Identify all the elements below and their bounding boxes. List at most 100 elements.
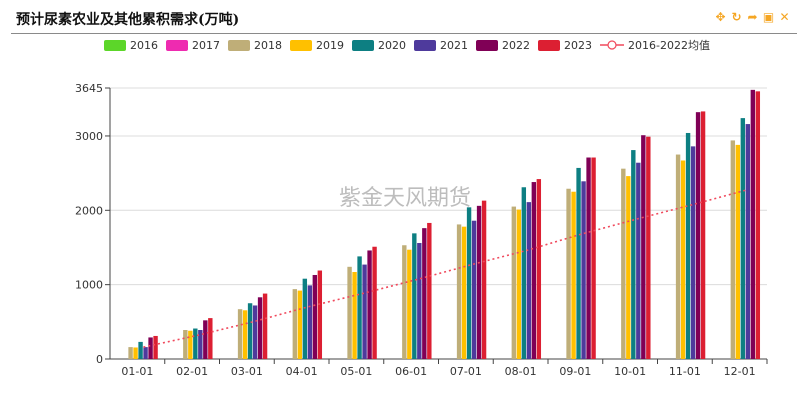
legend-label[interactable]: 2023 — [564, 39, 592, 52]
legend-swatch-2019[interactable] — [290, 40, 312, 51]
bar-2020[interactable] — [412, 233, 417, 359]
bar-2022[interactable] — [257, 297, 263, 359]
bar-2020[interactable] — [357, 256, 362, 359]
x-tick-label: 03-01 — [231, 365, 263, 378]
bar-2021[interactable] — [526, 202, 532, 359]
legend-swatch-2021[interactable] — [414, 40, 436, 51]
bar-2018[interactable] — [292, 289, 298, 359]
legend-label[interactable]: 2017 — [192, 39, 220, 52]
bar-2018[interactable] — [237, 309, 243, 359]
bar-2022[interactable] — [695, 112, 701, 359]
bar-2021[interactable] — [745, 124, 751, 359]
bar-2019[interactable] — [242, 310, 248, 359]
bar-2020[interactable] — [466, 207, 472, 359]
bar-2019[interactable] — [571, 191, 576, 359]
bar-2019[interactable] — [352, 272, 357, 359]
bar-2022[interactable] — [750, 89, 756, 360]
bar-2019[interactable] — [626, 176, 631, 359]
bar-2019[interactable] — [680, 160, 686, 359]
legend-label[interactable]: 2018 — [254, 39, 282, 52]
bar-2022[interactable] — [586, 157, 591, 359]
legend-label[interactable]: 2021 — [440, 39, 468, 52]
refresh-icon[interactable]: ↻ — [731, 10, 742, 24]
bar-2018[interactable] — [511, 206, 517, 359]
bar-2022[interactable] — [531, 182, 537, 359]
legend-swatch-2022[interactable] — [476, 40, 498, 51]
bar-2019[interactable] — [516, 209, 522, 359]
bar-2020[interactable] — [740, 118, 746, 359]
legend-swatch-2016[interactable] — [104, 40, 126, 51]
legend-swatch-2020[interactable] — [352, 40, 374, 51]
bar-2022[interactable] — [367, 250, 372, 359]
bar-2020[interactable] — [193, 328, 198, 359]
bar-2020[interactable] — [521, 187, 527, 359]
bar-2020[interactable] — [685, 132, 691, 359]
bar-2021[interactable] — [143, 347, 148, 359]
bar-2021[interactable] — [362, 264, 367, 359]
bar-2018[interactable] — [621, 168, 626, 359]
bar-2019[interactable] — [735, 144, 741, 359]
bar-2019[interactable] — [407, 249, 412, 359]
bar-2018[interactable] — [730, 140, 736, 359]
legend-label[interactable]: 2019 — [316, 39, 344, 52]
save-image-icon[interactable]: ▣ — [762, 10, 775, 24]
bar-2021[interactable] — [417, 243, 422, 359]
bar-2022[interactable] — [203, 320, 208, 359]
bar-2022[interactable] — [312, 274, 318, 359]
bar-2021[interactable] — [581, 181, 586, 359]
bar-2021[interactable] — [307, 285, 313, 359]
bar-2018[interactable] — [128, 347, 133, 359]
bar-2023[interactable] — [481, 200, 487, 359]
bar-2020[interactable] — [631, 150, 636, 359]
bar-2022[interactable] — [422, 228, 427, 359]
legend-label[interactable]: 2020 — [378, 39, 406, 52]
bar-2021[interactable] — [636, 162, 641, 359]
close-icon[interactable]: ✕ — [779, 10, 790, 24]
bar-2020[interactable] — [138, 341, 143, 359]
y-tick-label: 0 — [96, 353, 103, 366]
bar-2023[interactable] — [755, 91, 761, 360]
bar-2023[interactable] — [536, 179, 542, 359]
bar-2023[interactable] — [262, 293, 268, 359]
x-tick-label: 12-01 — [724, 365, 756, 378]
bar-2021[interactable] — [471, 220, 477, 359]
move-icon[interactable]: ✥ — [715, 10, 726, 24]
bar-2018[interactable] — [183, 330, 188, 359]
bar-2023[interactable] — [208, 318, 213, 359]
legend-label[interactable]: 2022 — [502, 39, 530, 52]
bar-2019[interactable] — [188, 330, 193, 359]
bar-2022[interactable] — [641, 135, 646, 359]
bar-2019[interactable] — [133, 347, 138, 359]
bar-2022[interactable] — [476, 205, 482, 359]
bar-2018[interactable] — [347, 266, 352, 359]
legend-swatch-2023[interactable] — [538, 40, 560, 51]
bar-2021[interactable] — [690, 146, 696, 359]
bar-2021[interactable] — [198, 330, 203, 359]
legend-label[interactable]: 2016 — [130, 39, 158, 52]
legend-swatch-2017[interactable] — [166, 40, 188, 51]
bar-2023[interactable] — [591, 157, 596, 359]
bar-2018[interactable] — [566, 188, 571, 359]
bar-2020[interactable] — [302, 278, 308, 359]
bar-2023[interactable] — [317, 270, 323, 359]
bar-2018[interactable] — [402, 245, 407, 359]
share-icon[interactable]: ➦ — [747, 10, 758, 24]
bar-2019[interactable] — [461, 226, 467, 359]
bar-2023[interactable] — [646, 136, 651, 359]
x-tick-label: 02-01 — [176, 365, 208, 378]
bar-2023[interactable] — [427, 222, 432, 359]
bar-2019[interactable] — [297, 290, 303, 359]
bar-2023[interactable] — [153, 335, 158, 359]
legend-label[interactable]: 2016-2022均值 — [628, 39, 710, 52]
bar-2022[interactable] — [148, 337, 153, 359]
legend-swatch-2018[interactable] — [228, 40, 250, 51]
bar-2018[interactable] — [675, 154, 681, 359]
bar-2018[interactable] — [456, 224, 462, 359]
bar-2021[interactable] — [252, 305, 258, 359]
bar-2020[interactable] — [247, 303, 253, 359]
bar-2020[interactable] — [576, 167, 581, 359]
bar-2023[interactable] — [372, 246, 377, 359]
average-line[interactable] — [143, 189, 746, 348]
bar-2023[interactable] — [700, 111, 706, 359]
